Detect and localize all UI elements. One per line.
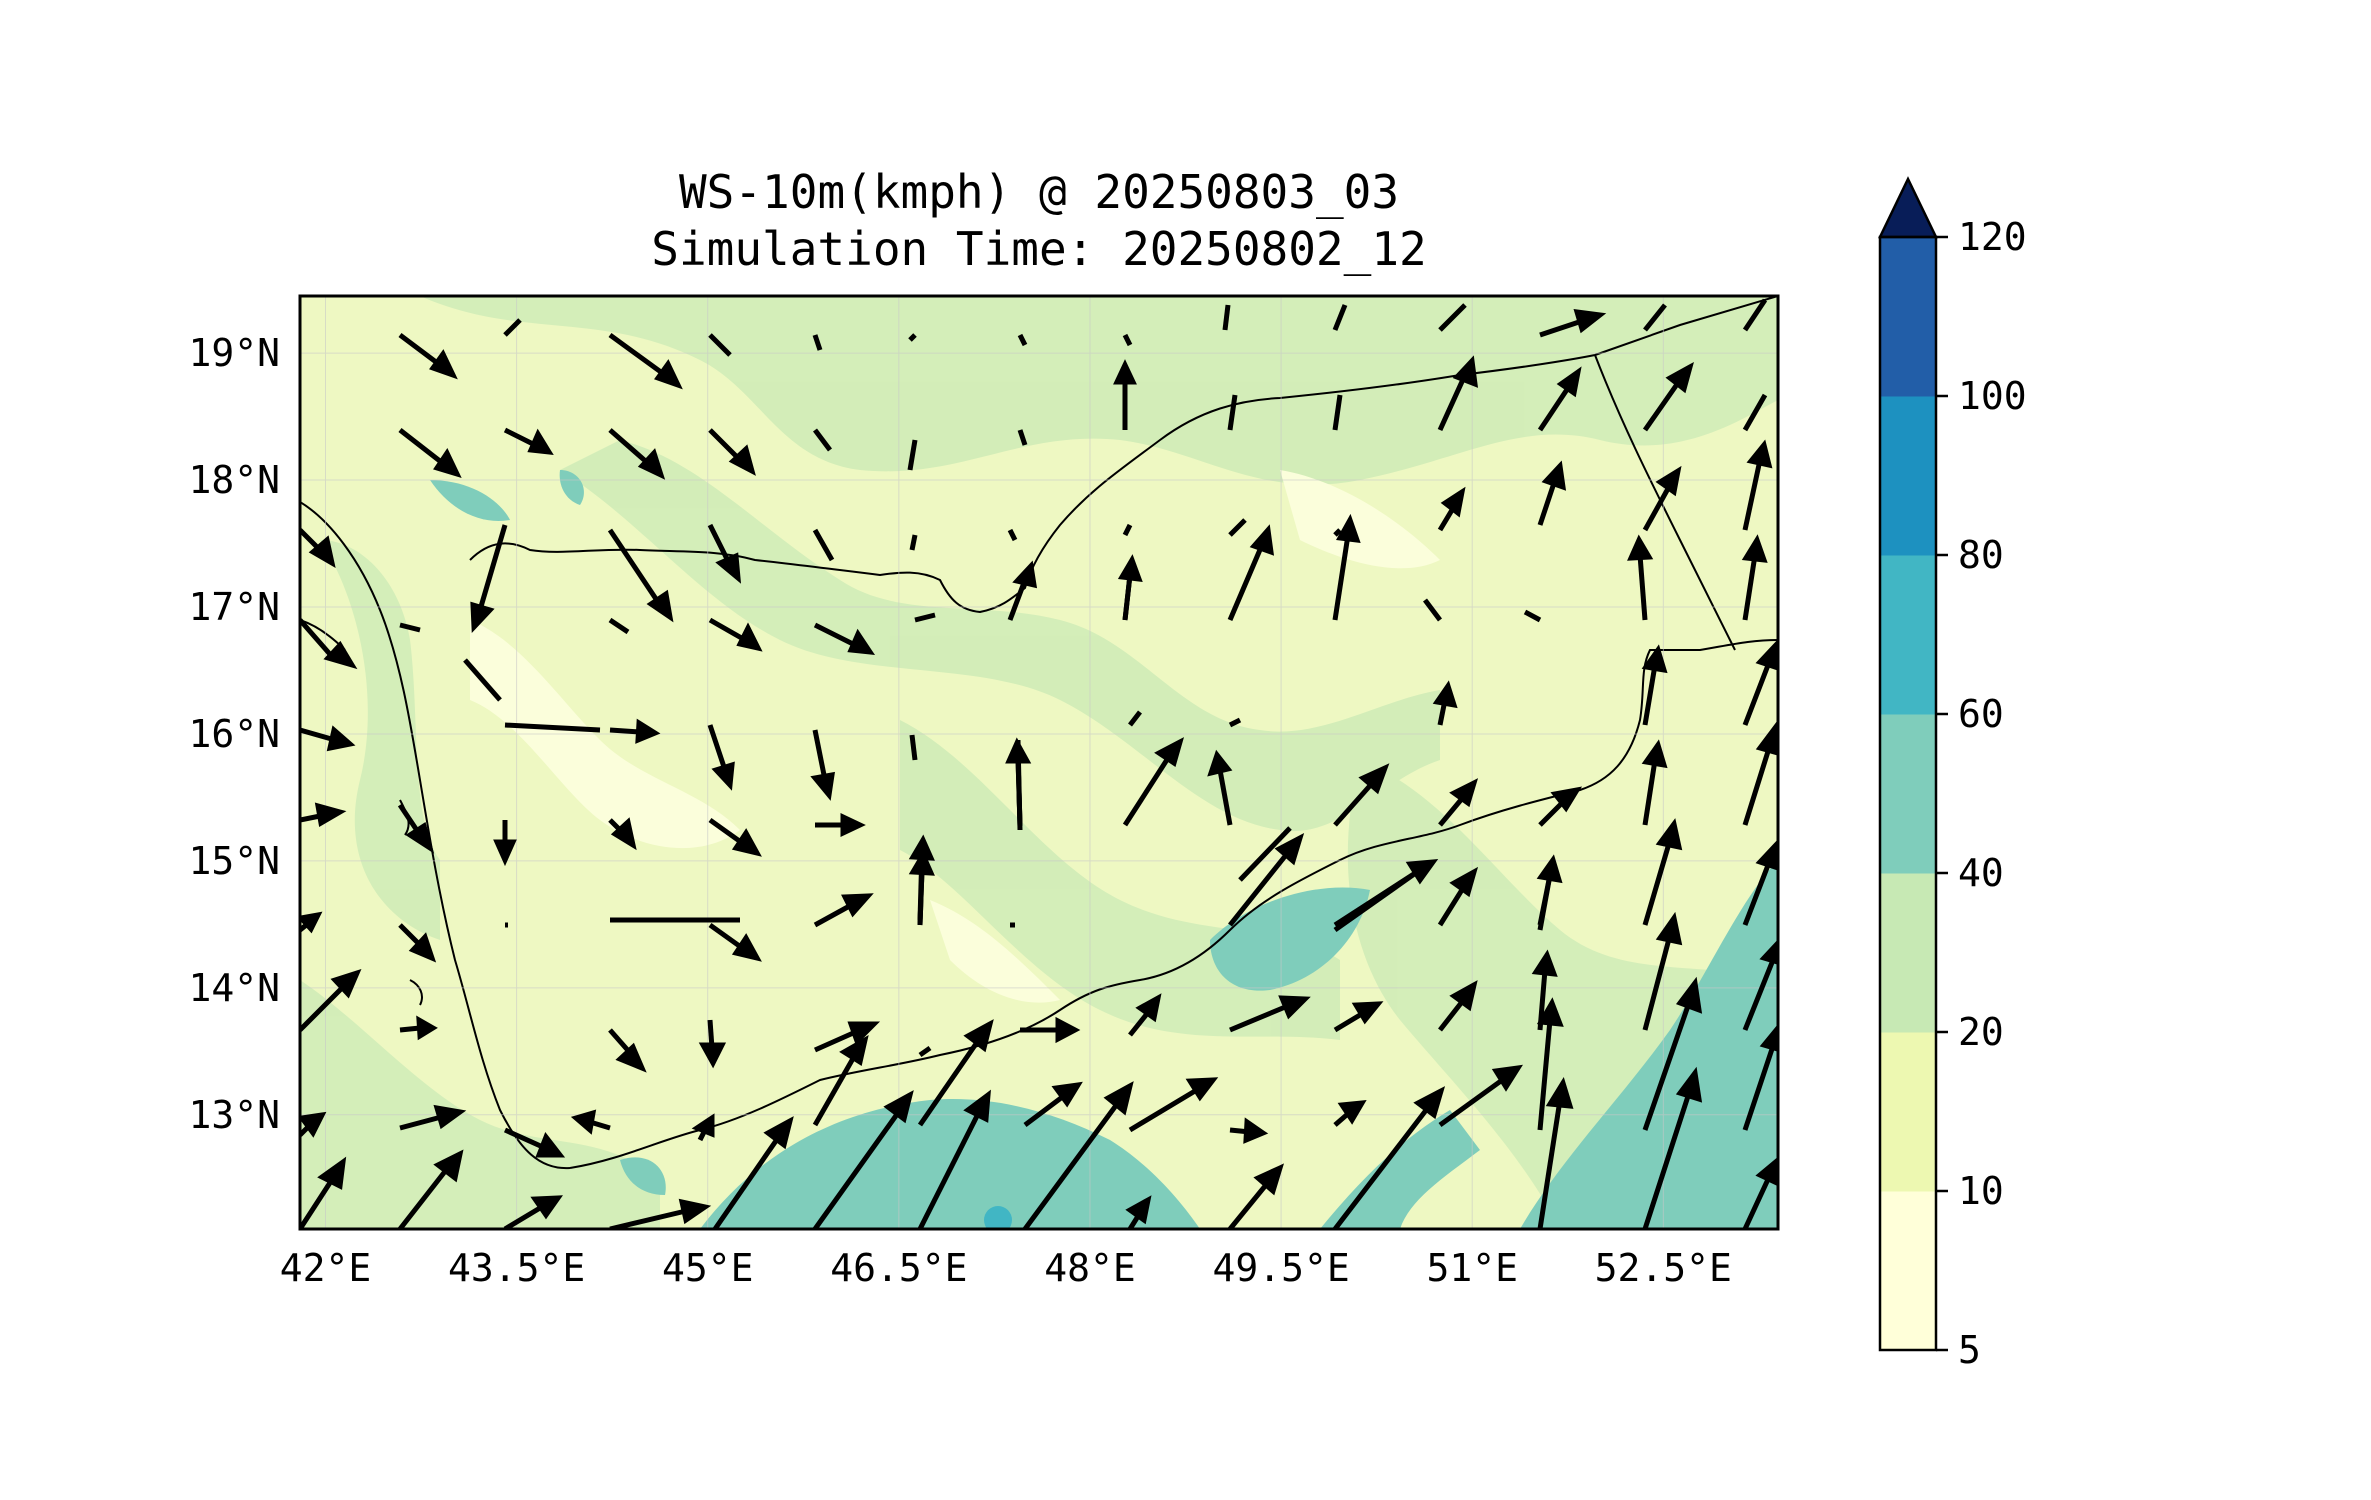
coastline-red-sea bbox=[300, 501, 571, 1170]
wind-speed-field-peak bbox=[984, 1206, 1012, 1229]
colorbar-segment bbox=[1880, 396, 1936, 556]
colorbar-frame bbox=[1878, 235, 1938, 1352]
lon-tick-label: 45°E bbox=[662, 1246, 754, 1290]
colorbar-tick-label: 80 bbox=[1958, 533, 2004, 577]
wind-speed-field-light bbox=[470, 470, 1440, 1003]
lat-tick-label: 17°N bbox=[188, 585, 280, 629]
wind-vector bbox=[300, 513, 1768, 670]
border-yemen-oman bbox=[1594, 354, 1736, 651]
lat-tick-label: 18°N bbox=[188, 458, 280, 502]
colorbar-tick-label: 100 bbox=[1958, 374, 2027, 418]
colorbar-tick-label: 5 bbox=[1958, 1328, 1981, 1372]
latitude-axis: 13°N 14°N 15°N 16°N 17°N 18°N 19°N bbox=[188, 331, 280, 1137]
colorbar-tick-label: 40 bbox=[1958, 851, 2004, 895]
lat-tick-label: 14°N bbox=[188, 966, 280, 1010]
colorbar: 5 10 20 40 60 80 100 120 bbox=[1878, 176, 2027, 1372]
wind-vector bbox=[300, 976, 1778, 1158]
colorbar-tick-label: 120 bbox=[1958, 215, 2027, 259]
colorbar-segment bbox=[1880, 1032, 1936, 1192]
border-saudi-yemen bbox=[469, 354, 1596, 614]
coastlines-and-borders bbox=[300, 296, 1778, 1170]
colorbar-segment bbox=[1880, 555, 1936, 715]
map-panel bbox=[300, 296, 1778, 1229]
longitude-axis: 42°E 43.5°E 45°E 46.5°E 48°E 49.5°E 51°E 52.5°E bbox=[280, 1246, 1732, 1290]
colorbar-tick-label: 60 bbox=[1958, 692, 2004, 736]
wind-vector bbox=[300, 721, 1778, 926]
coastline-gulf-of-aden bbox=[569, 639, 1778, 1169]
lon-tick-label: 49.5°E bbox=[1212, 1246, 1349, 1290]
wind-vector bbox=[300, 640, 1778, 826]
colorbar-tick-label: 20 bbox=[1958, 1010, 2004, 1054]
colorbar-tick-label: 10 bbox=[1958, 1169, 2004, 1213]
lon-tick-label: 48°E bbox=[1044, 1246, 1136, 1290]
wind-vector bbox=[398, 355, 1768, 480]
lon-tick-label: 52.5°E bbox=[1595, 1246, 1732, 1290]
colorbar-segment bbox=[1880, 714, 1936, 874]
map-frame bbox=[298, 294, 1780, 1231]
lon-tick-label: 43.5°E bbox=[448, 1246, 585, 1290]
border-saudi-oman bbox=[1594, 296, 1778, 356]
wind-vectors bbox=[300, 298, 1778, 1229]
colorbar-segment bbox=[1880, 1191, 1936, 1351]
wind-vector bbox=[463, 574, 1553, 933]
lon-tick-label: 42°E bbox=[280, 1246, 372, 1290]
wind-vector bbox=[300, 911, 1778, 1073]
lat-tick-label: 15°N bbox=[188, 839, 280, 883]
colorbar-segment bbox=[1880, 237, 1936, 397]
colorbar-extend-arrow bbox=[1878, 176, 1938, 239]
map-gridlines bbox=[300, 296, 1778, 1229]
wind-vector bbox=[300, 1066, 1778, 1229]
lat-tick-label: 13°N bbox=[188, 1093, 280, 1137]
map-title-line2: Simulation Time: 20250802_12 bbox=[651, 222, 1427, 276]
lon-tick-label: 51°E bbox=[1426, 1246, 1518, 1290]
wind-vector bbox=[300, 439, 1773, 623]
lat-tick-label: 16°N bbox=[188, 712, 280, 756]
map-title-line1: WS-10m(kmph) @ 20250803_03 bbox=[678, 165, 1400, 219]
lon-tick-label: 46.5°E bbox=[830, 1246, 967, 1290]
lat-tick-label: 19°N bbox=[188, 331, 280, 375]
colorbar-segment bbox=[1880, 873, 1936, 1033]
wind-vector bbox=[398, 298, 1768, 390]
